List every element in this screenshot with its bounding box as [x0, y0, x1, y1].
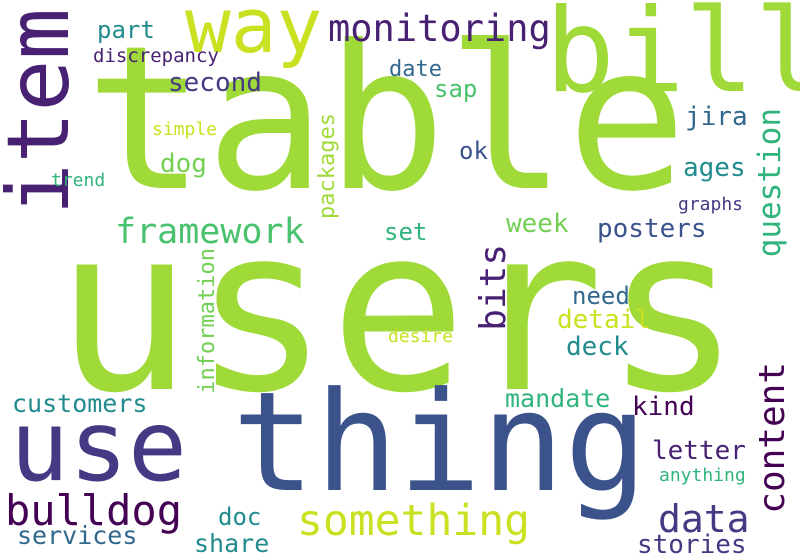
- word-kind: kind: [632, 392, 695, 422]
- word-bits: bits: [473, 244, 514, 331]
- word-doc: doc: [218, 503, 262, 531]
- word-thing: thing: [232, 362, 648, 523]
- word-monitoring: monitoring: [328, 7, 551, 50]
- word-jira: jira: [685, 102, 748, 132]
- word-something: something: [297, 496, 530, 546]
- word-ages: ages: [683, 153, 746, 183]
- word-stories: stories: [637, 530, 747, 560]
- word-bill: bill: [545, 0, 800, 119]
- word-ok: ok: [459, 137, 488, 165]
- word-way: way: [185, 0, 323, 70]
- word-week: week: [506, 209, 569, 239]
- word-content: content: [752, 362, 793, 514]
- word-framework: framework: [115, 212, 305, 252]
- word-trend: trend: [51, 170, 106, 191]
- word-second: second: [168, 68, 262, 98]
- word-letter: letter: [652, 436, 746, 466]
- word-graphs: graphs: [678, 194, 744, 215]
- word-part: part: [97, 16, 155, 44]
- word-anything: anything: [659, 465, 746, 486]
- word-posters: posters: [597, 214, 707, 244]
- word-data: data: [658, 497, 750, 541]
- word-use: use: [10, 390, 188, 504]
- word-desire: desire: [388, 326, 454, 347]
- word-discrepancy: discrepancy: [93, 45, 219, 67]
- word-question: question: [752, 108, 788, 258]
- word-information: information: [195, 248, 220, 394]
- word-date: date: [389, 57, 442, 82]
- word-table: table: [85, 3, 688, 236]
- word-share: share: [194, 529, 270, 558]
- word-set: set: [384, 218, 428, 246]
- word-services: services: [17, 521, 138, 550]
- word-mandate: mandate: [505, 384, 611, 413]
- word-detail: detail: [557, 305, 651, 335]
- word-users: users: [55, 177, 742, 443]
- word-need: need: [572, 282, 630, 310]
- word-dog: dog: [160, 149, 207, 179]
- word-bulldog: bulldog: [5, 486, 183, 535]
- word-sap: sap: [434, 75, 478, 103]
- word-customers: customers: [12, 389, 148, 418]
- word-packages: packages: [315, 113, 340, 219]
- word-deck: deck: [566, 332, 629, 362]
- word-simple: simple: [152, 119, 218, 140]
